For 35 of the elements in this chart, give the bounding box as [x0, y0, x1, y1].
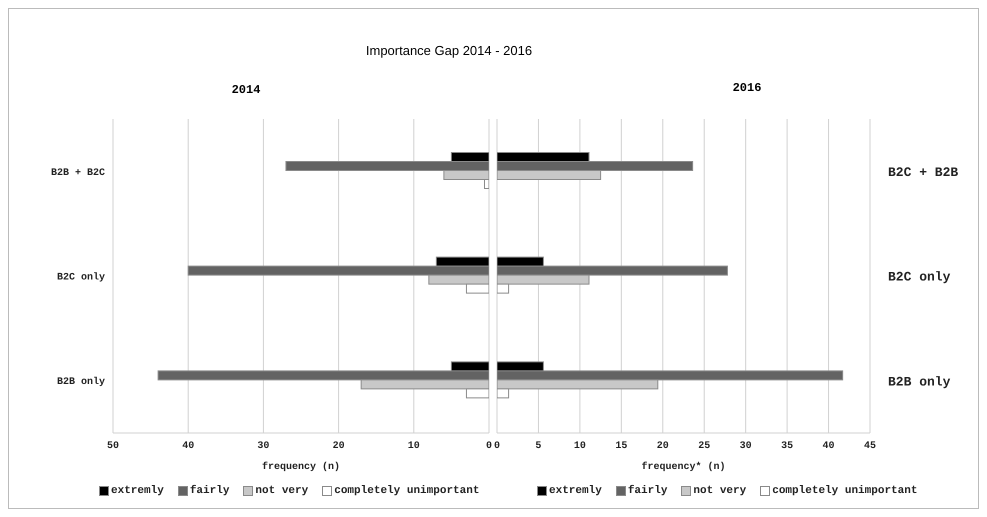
x-tick-label: 15: [615, 441, 628, 452]
legend-label: fairly: [188, 485, 230, 497]
x-axis-title: frequency* (n): [641, 461, 726, 473]
legend-label: extremly: [548, 485, 602, 497]
legend-label: extremly: [110, 485, 164, 497]
x-tick-label: 30: [257, 441, 270, 452]
x-tick-label: 25: [698, 441, 710, 452]
x-tick-label: 20: [332, 441, 345, 452]
x-tick-label: 0: [486, 441, 492, 452]
x-tick-label: 40: [822, 441, 835, 452]
x-axis-title: frequency (n): [262, 461, 340, 473]
legend-label: not very: [254, 485, 308, 497]
x-tick-label: 30: [740, 441, 752, 452]
y-tick-label: B2C only: [888, 270, 951, 285]
x-tick-label: 20: [656, 441, 669, 452]
x-tick-label: 35: [781, 441, 794, 452]
legend-label: completely unimportant: [771, 485, 918, 497]
x-tick-label: 50: [106, 441, 120, 452]
legend-label: fairly: [626, 485, 668, 497]
x-tick-label: 45: [864, 441, 876, 452]
x-tick-label: 40: [182, 441, 194, 452]
y-tick-label: B2C only: [56, 272, 105, 284]
legend-label: not very: [692, 485, 746, 497]
y-tick-label: B2B + B2C: [50, 168, 105, 179]
x-tick-label: 10: [408, 441, 420, 452]
x-tick-label: 5: [535, 441, 542, 452]
y-tick-label: B2C + B2B: [888, 164, 958, 180]
chart-title: 2016: [732, 81, 762, 95]
chart-subtitle: 2014: [230, 83, 262, 97]
chart-title: Importance Gap 2014 - 2016: [364, 43, 534, 58]
x-tick-label: 0: [494, 441, 500, 452]
y-tick-label: B2B only: [888, 374, 951, 390]
legend-label: completely unimportant: [333, 485, 480, 497]
y-tick-label: B2B only: [56, 376, 105, 388]
x-tick-label: 10: [574, 441, 586, 452]
